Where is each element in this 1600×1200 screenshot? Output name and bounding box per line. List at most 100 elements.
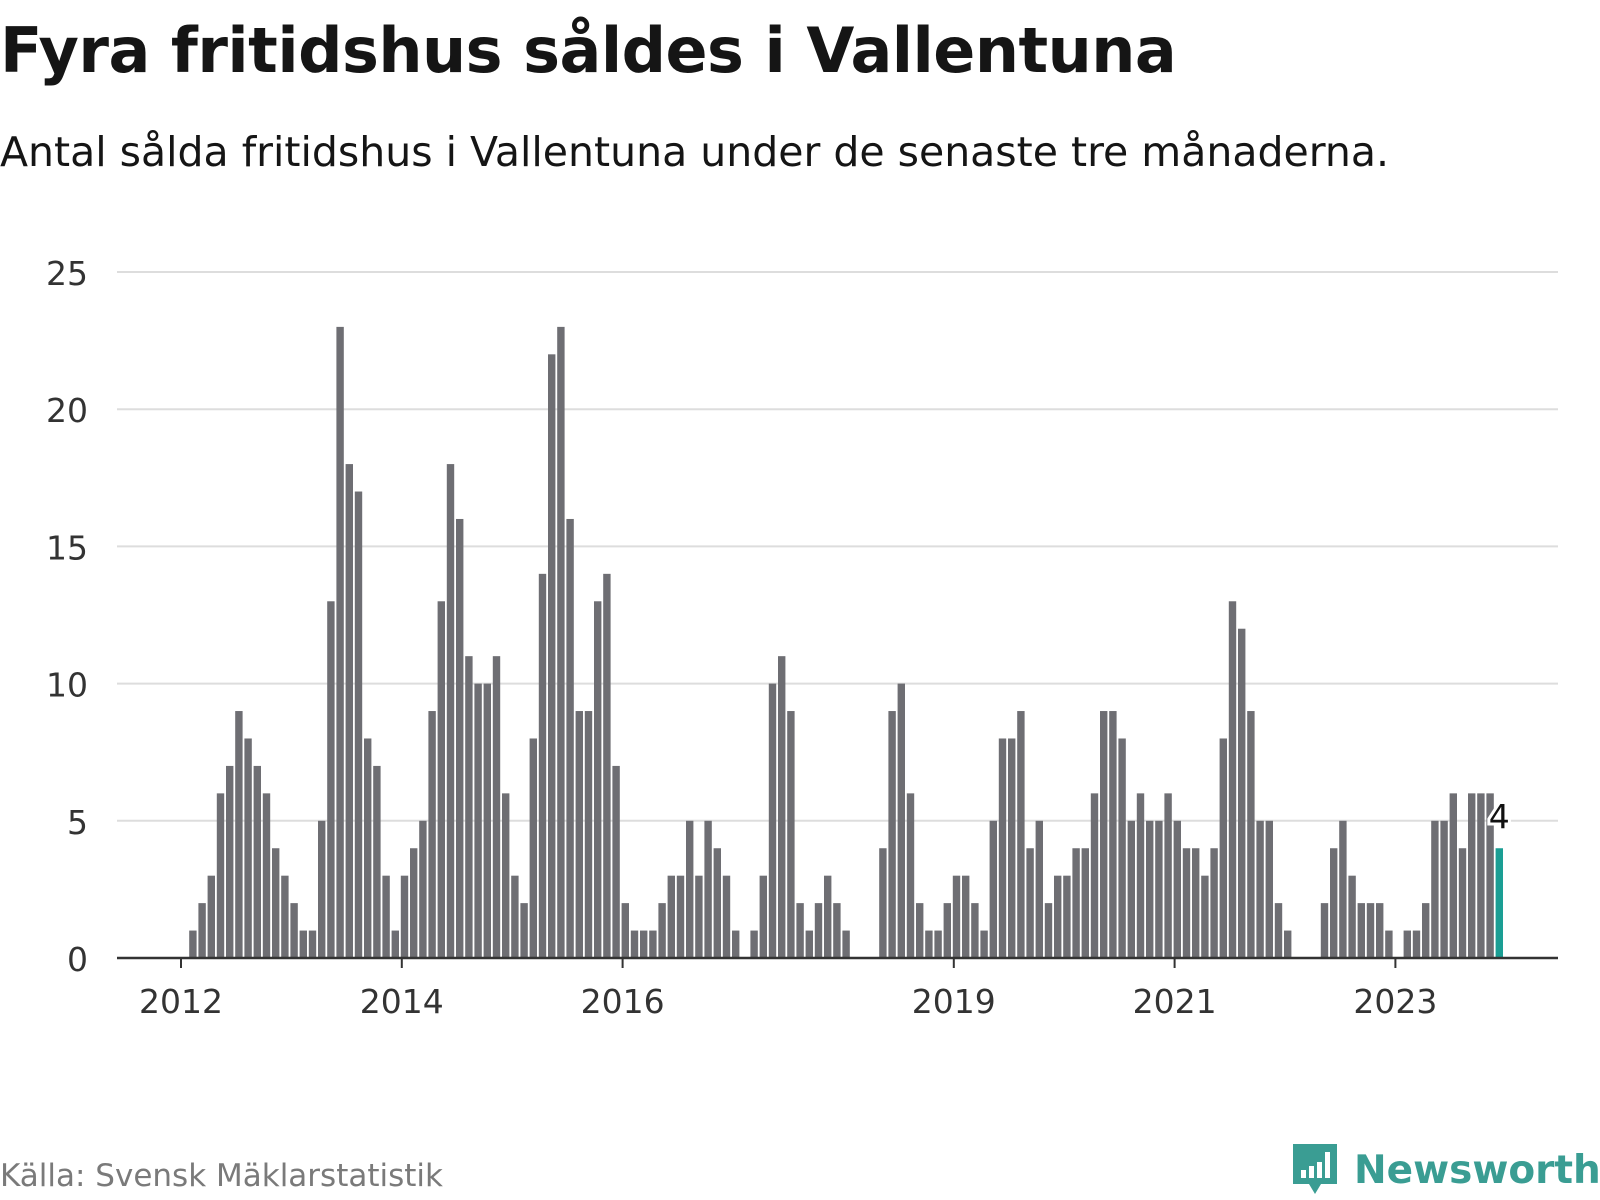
- bar: [584, 711, 593, 958]
- bar: [1412, 930, 1421, 958]
- y-tick-label: 15: [46, 528, 88, 567]
- bar: [640, 930, 648, 958]
- bar: [750, 930, 758, 958]
- bar: [630, 930, 639, 958]
- bar: [235, 711, 243, 958]
- bar: [1017, 711, 1025, 958]
- y-tick-label: 10: [46, 666, 88, 705]
- bar: [1265, 820, 1273, 958]
- bar: [998, 738, 1007, 958]
- bar: [529, 738, 537, 958]
- bar: [980, 930, 988, 958]
- bar: [989, 820, 997, 958]
- bar: [796, 903, 804, 958]
- bar: [1403, 930, 1411, 958]
- bar: [1284, 930, 1292, 958]
- bar: [1477, 793, 1485, 958]
- bar: [364, 738, 372, 958]
- bar: [1035, 820, 1043, 958]
- x-tick-label: 2012: [139, 982, 223, 1021]
- bar: [1044, 903, 1053, 958]
- bar: [446, 464, 455, 958]
- bar: [649, 930, 657, 958]
- bar: [833, 903, 841, 958]
- bar: [952, 875, 961, 958]
- bar: [474, 683, 482, 958]
- bar: [465, 656, 473, 958]
- bar: [318, 820, 326, 958]
- bar: [391, 930, 399, 958]
- chart-title: Fyra fritidshus såldes i Vallentuna: [0, 14, 1177, 87]
- bar: [768, 683, 777, 958]
- y-axis-ticks: 0 5 10 15 20 25: [46, 254, 88, 979]
- bar: [943, 903, 951, 958]
- bar: [1164, 793, 1172, 958]
- bar: [1210, 848, 1218, 958]
- bar: [502, 793, 510, 958]
- bar: [925, 930, 933, 958]
- bar: [1385, 930, 1393, 958]
- bar: [1449, 793, 1457, 958]
- bar: [1339, 820, 1347, 958]
- bar: [428, 711, 436, 958]
- bar: [888, 711, 896, 958]
- newsworthy-logo-icon: [1293, 1144, 1337, 1194]
- bar: [327, 601, 335, 958]
- bar: [400, 875, 409, 958]
- bar: [824, 875, 832, 958]
- bar: [1357, 903, 1365, 958]
- bar: [198, 903, 206, 958]
- bar: [1146, 820, 1154, 958]
- bar: [1118, 738, 1126, 958]
- bar: [612, 765, 620, 958]
- data-label-latest: 4: [1489, 797, 1510, 836]
- bar: [1330, 848, 1338, 958]
- bar: [759, 875, 767, 958]
- bar: [511, 875, 519, 958]
- bar: [1486, 793, 1494, 958]
- bar: [345, 464, 353, 958]
- chart-subtitle: Antal sålda fritidshus i Vallentuna unde…: [0, 128, 1389, 176]
- brand-name: Newsworthy: [1354, 1147, 1600, 1193]
- x-tick-label: 2019: [912, 982, 996, 1021]
- bar: [281, 875, 289, 958]
- bar: [189, 930, 197, 958]
- bar: [805, 930, 813, 958]
- bar: [566, 518, 574, 958]
- bar: [244, 738, 252, 958]
- bar: [419, 820, 427, 958]
- bar: [879, 848, 887, 958]
- bar: [594, 601, 602, 958]
- bar: [962, 875, 970, 958]
- bar: [1376, 903, 1384, 958]
- bar: [686, 820, 694, 958]
- bar: [1182, 848, 1191, 958]
- bar: [621, 903, 629, 958]
- bar: [1090, 793, 1099, 958]
- bar: [538, 573, 547, 958]
- x-tick-label: 2014: [360, 982, 444, 1021]
- bars: [189, 326, 1503, 958]
- bar: [906, 793, 915, 958]
- bar: [1238, 628, 1246, 958]
- bar: [676, 875, 685, 958]
- x-tick-label: 2021: [1133, 982, 1217, 1021]
- bar: [290, 903, 298, 958]
- bar: [667, 875, 675, 958]
- bar: [1348, 875, 1356, 958]
- bar: [483, 683, 491, 958]
- bar: [1228, 601, 1237, 958]
- bar: [695, 875, 703, 958]
- bar: [226, 765, 234, 958]
- bar: [1136, 793, 1145, 958]
- bar: [1026, 848, 1034, 958]
- bar: [1054, 875, 1062, 958]
- bar: [1081, 848, 1089, 958]
- bar: [299, 930, 307, 958]
- bar: [336, 326, 344, 958]
- x-axis-ticks: 2012 2014 2016 2019 2021 2023: [139, 958, 1437, 1021]
- bar: [934, 930, 942, 958]
- bar: [1008, 738, 1016, 958]
- bar: [382, 875, 390, 958]
- bar: [272, 848, 280, 958]
